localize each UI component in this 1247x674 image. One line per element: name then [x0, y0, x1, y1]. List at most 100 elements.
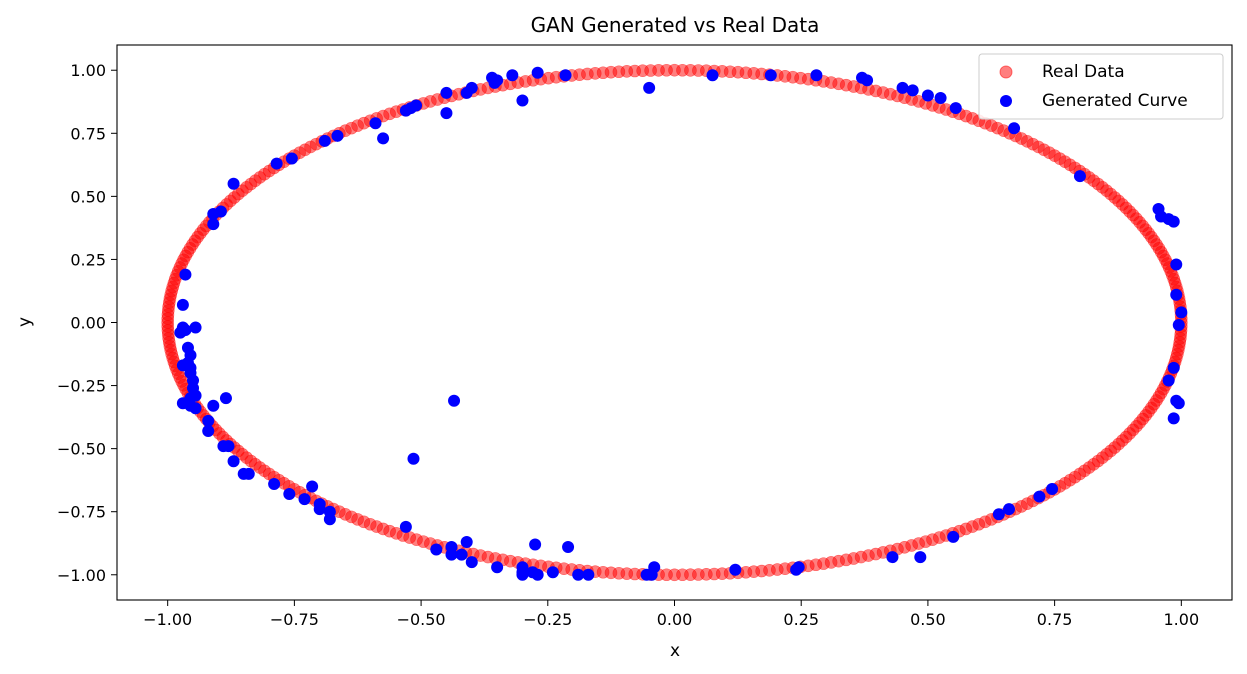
x-tick-label: −0.25	[523, 610, 572, 629]
generated-point	[219, 392, 232, 405]
generated-point	[445, 548, 458, 561]
generated-point	[179, 324, 192, 337]
generated-point	[516, 568, 529, 581]
generated-point	[448, 394, 461, 407]
generated-point	[921, 89, 934, 102]
generated-point	[242, 467, 255, 480]
generated-point	[202, 424, 215, 437]
generated-point	[318, 134, 331, 147]
generated-point	[546, 566, 559, 579]
generated-point	[227, 455, 240, 468]
generated-point	[914, 551, 927, 564]
generated-point	[764, 69, 777, 82]
generated-point	[1003, 503, 1015, 516]
generated-point	[399, 104, 412, 117]
x-tick-label: 1.00	[1164, 610, 1200, 629]
generated-point	[648, 561, 661, 574]
y-tick-label: 0.50	[70, 187, 106, 206]
generated-point	[179, 268, 192, 281]
generated-point	[706, 69, 719, 82]
x-tick-label: −0.50	[397, 610, 446, 629]
y-tick-label: −0.25	[57, 377, 106, 396]
generated-point	[270, 157, 283, 170]
generated-point	[283, 488, 296, 501]
generated-point	[506, 69, 519, 82]
legend-marker-generated	[1000, 95, 1012, 107]
x-axis-label: x	[670, 641, 680, 661]
generated-point	[1046, 483, 1059, 495]
generated-point	[790, 563, 803, 576]
x-tick-label: −1.00	[143, 610, 192, 629]
generated-point	[377, 132, 390, 145]
generated-point	[323, 505, 336, 518]
generated-point	[460, 535, 473, 548]
generated-point	[531, 66, 544, 79]
generated-point	[1167, 412, 1180, 425]
generated-point	[992, 508, 1005, 521]
x-axis-ticks: −1.00 −0.75 −0.50 −0.25 0.00 0.25 0.50 0.75 1.00	[143, 600, 1199, 629]
y-tick-label: −0.75	[57, 503, 106, 522]
generated-point	[369, 117, 382, 130]
generated-point	[313, 503, 326, 516]
generated-point	[176, 298, 189, 311]
generated-point	[207, 399, 220, 412]
generated-point	[1172, 319, 1185, 332]
generated-point	[906, 84, 919, 97]
x-tick-label: −0.75	[270, 610, 319, 629]
generated-point	[331, 129, 344, 142]
generated-point	[298, 493, 311, 506]
legend-label-real: Real Data	[1042, 62, 1125, 82]
generated-point	[643, 81, 656, 94]
generated-point	[399, 520, 412, 533]
generated-point	[1033, 490, 1046, 503]
generated-point	[491, 74, 504, 87]
generated-point	[949, 102, 962, 115]
generated-point	[1008, 122, 1021, 135]
generated-point	[440, 107, 453, 120]
plot-frame	[116, 44, 1233, 601]
x-tick-label: 0.50	[910, 610, 946, 629]
generated-point	[886, 551, 899, 564]
y-tick-label: −0.50	[57, 440, 106, 459]
generated-point	[896, 81, 909, 94]
generated-point	[455, 548, 468, 561]
generated-point	[729, 563, 742, 576]
generated-point	[465, 556, 478, 569]
legend-label-generated: Generated Curve	[1042, 91, 1188, 111]
generated-point	[460, 86, 473, 99]
generated-point	[934, 91, 947, 104]
generated-point	[531, 568, 544, 581]
legend-marker-real	[999, 65, 1013, 79]
generated-point	[306, 480, 319, 493]
y-tick-label: −1.00	[57, 566, 106, 585]
generated-point	[227, 177, 240, 190]
generated-point	[559, 69, 572, 82]
generated-point	[947, 530, 960, 543]
y-tick-label: 0.75	[70, 124, 106, 143]
generated-point	[856, 71, 869, 84]
generated-point	[1162, 374, 1175, 387]
generated-point	[202, 414, 215, 427]
generated-point	[1170, 258, 1183, 271]
generated-point	[1172, 397, 1185, 410]
generated-point	[189, 321, 202, 334]
y-tick-label: 0.25	[70, 250, 106, 269]
generated-point	[189, 402, 202, 415]
generated-point	[572, 568, 585, 581]
generated-curve-series	[174, 66, 1188, 581]
generated-point	[529, 538, 542, 551]
generated-point	[440, 86, 453, 99]
generated-point	[810, 69, 823, 82]
generated-point	[1175, 306, 1188, 319]
generated-point	[430, 543, 443, 556]
generated-point	[407, 452, 420, 465]
x-tick-label: 0.25	[783, 610, 819, 629]
x-tick-label: 0.00	[657, 610, 693, 629]
chart-title: GAN Generated vs Real Data	[531, 13, 820, 37]
y-tick-label: 0.00	[70, 314, 106, 333]
y-axis-label: y	[15, 317, 35, 327]
y-axis-ticks: 1.00 0.75 0.50 0.25 0.00 −0.25 −0.50 −0.75 −1.00	[57, 61, 117, 585]
legend: Real Data Generated Curve	[978, 53, 1224, 120]
generated-point	[1073, 170, 1086, 183]
